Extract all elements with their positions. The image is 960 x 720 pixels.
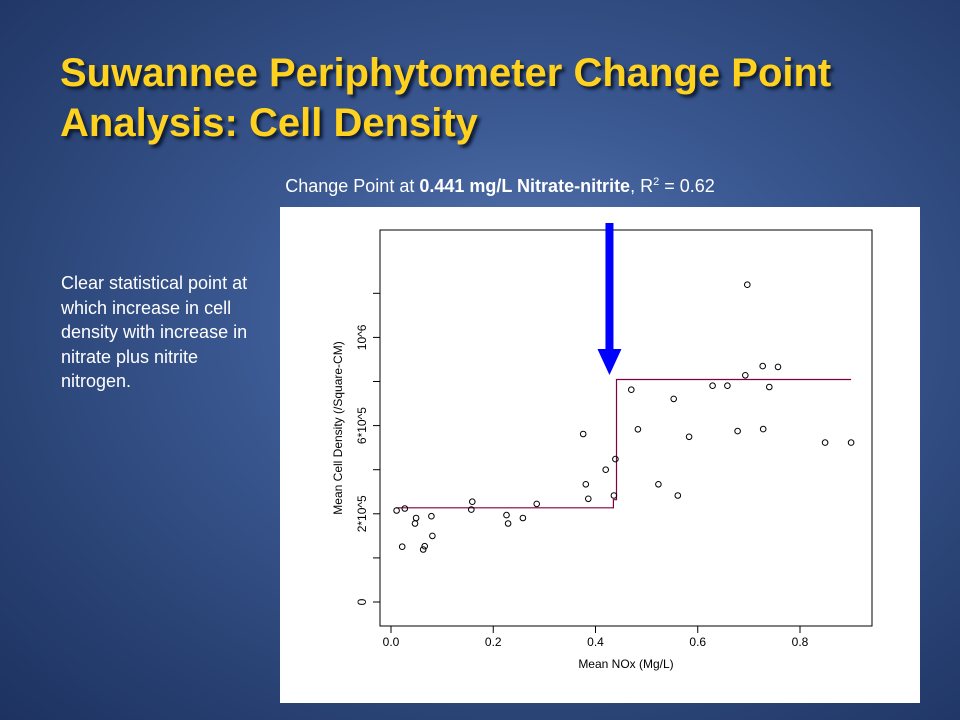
subtitle-bold: 0.441 mg/L Nitrate-nitrite <box>419 176 631 196</box>
plot-frame <box>379 229 873 627</box>
scatter-chart: 0.0 0.2 0.4 0.6 0.8 0 2*10^5 6*10^5 10^6 Mean N… <box>331 223 873 671</box>
data-point <box>401 505 409 512</box>
x-tick-label: 0.0 <box>383 635 400 649</box>
subtitle-prefix: Change Point at <box>285 176 420 196</box>
data-point <box>634 426 642 433</box>
data-point <box>411 520 419 527</box>
data-point <box>734 427 741 435</box>
data-point <box>724 382 731 389</box>
data-point <box>742 372 749 379</box>
data-point <box>503 511 510 519</box>
x-tick-label: 0.8 <box>792 635 809 649</box>
data-point <box>533 500 541 508</box>
side-description: Clear statistical point at which increas… <box>61 273 248 391</box>
data-point <box>504 520 512 527</box>
y-tick-label: 0 <box>355 598 369 605</box>
data-point <box>774 363 782 371</box>
data-point <box>412 514 420 522</box>
data-point <box>428 512 435 520</box>
data-point <box>628 386 635 393</box>
data-point <box>398 543 406 551</box>
data-point <box>419 546 427 553</box>
x-tick-label: 0.6 <box>689 635 706 649</box>
subtitle-suffix: = 0.62 <box>659 176 715 196</box>
arrow-shaft <box>605 223 614 351</box>
data-point <box>685 433 693 441</box>
x-axis-label: Mean NOx (Mg/L) <box>578 657 673 671</box>
points-group <box>393 281 855 553</box>
data-point <box>709 382 716 389</box>
data-point <box>670 395 678 403</box>
data-point <box>429 532 436 540</box>
data-point <box>610 492 618 499</box>
data-point <box>612 455 619 463</box>
subtitle-middle: , R <box>630 176 654 196</box>
plot-panel: 0.0 0.2 0.4 0.6 0.8 0 2*10^5 6*10^5 10^6 Mean N… <box>280 207 920 703</box>
step-fit-group <box>396 378 852 509</box>
data-point <box>585 495 592 503</box>
data-point <box>759 362 767 370</box>
data-point <box>469 498 476 506</box>
subtitle-superscript: 2 <box>653 176 660 188</box>
step-fit-line <box>396 378 852 509</box>
arrow-head <box>597 349 622 375</box>
y-tick-label: 2*10^5 <box>355 495 369 532</box>
x-tick-label: 0.4 <box>587 635 604 649</box>
data-point <box>602 466 610 474</box>
change-point-arrow <box>597 223 622 375</box>
data-point <box>393 507 400 514</box>
x-axis: 0.0 0.2 0.4 0.6 0.8 <box>383 626 809 649</box>
data-point <box>674 492 682 499</box>
y-axis-label: Mean Cell Density (/Square-CM) <box>331 341 345 514</box>
x-tick-label: 0.2 <box>485 635 502 649</box>
data-point <box>847 439 855 446</box>
y-tick-label: 6*10^5 <box>355 407 369 444</box>
data-point <box>468 506 475 513</box>
y-axis: 0 2*10^5 6*10^5 10^6 <box>355 292 380 605</box>
data-point <box>744 281 751 288</box>
data-point <box>582 481 590 488</box>
slide-title: Suwannee Periphytometer Change Point Ana… <box>60 51 832 145</box>
data-point <box>766 383 773 391</box>
chart-subtitle: Change Point at 0.441 mg/L Nitrate-nitri… <box>0 170 960 198</box>
data-point <box>421 542 428 550</box>
data-point <box>655 481 662 488</box>
data-point <box>519 514 527 522</box>
data-point <box>759 425 767 433</box>
data-point <box>579 430 587 438</box>
data-point <box>821 439 829 446</box>
y-tick-label: 10^6 <box>355 324 369 350</box>
